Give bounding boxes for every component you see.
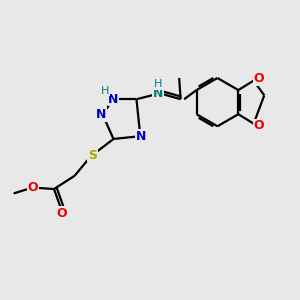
Text: N: N (108, 93, 119, 106)
Text: H: H (101, 86, 110, 96)
Text: O: O (254, 119, 264, 133)
Text: S: S (88, 149, 97, 162)
Text: N: N (136, 130, 146, 143)
Text: O: O (28, 181, 38, 194)
Text: N: N (96, 108, 106, 121)
Text: N: N (152, 87, 163, 101)
Text: O: O (254, 72, 264, 85)
Text: H: H (154, 80, 162, 89)
Text: O: O (56, 207, 67, 220)
